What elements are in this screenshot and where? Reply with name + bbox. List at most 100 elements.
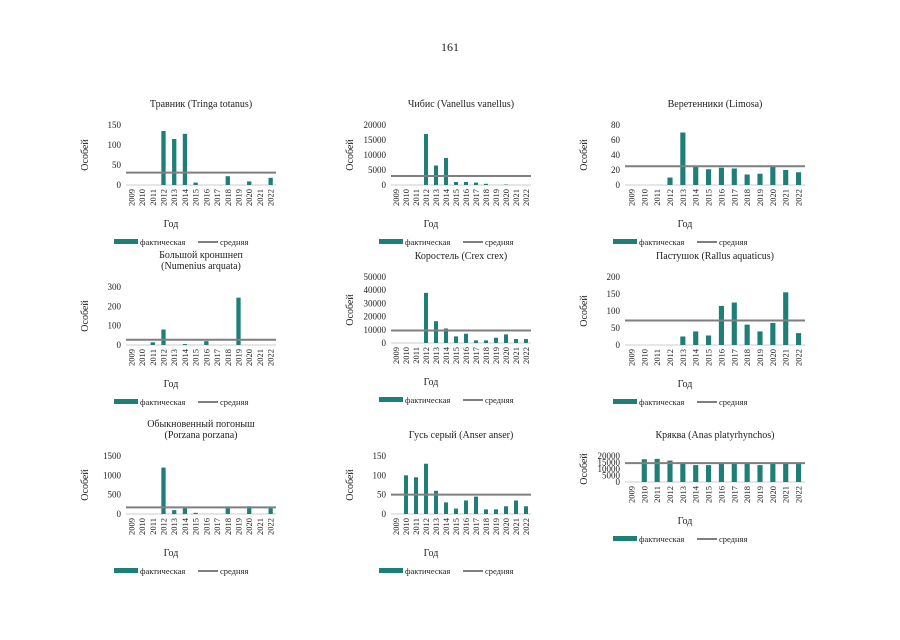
bar-2022 [524,339,528,343]
x-tick-label: 2016 [716,189,726,206]
bar-2018 [484,183,488,185]
x-tick-label: 2012 [421,518,431,535]
x-tick-label: 2019 [755,486,765,503]
x-tick-label: 2010 [137,349,147,366]
bar-2012 [424,463,428,514]
x-tick-label: 2018 [223,189,233,206]
bar-2014 [444,502,448,514]
bar-2022 [796,463,802,482]
x-tick-label: 2017 [729,189,739,206]
y-tick-label: 100 [373,470,387,480]
bar-2014 [693,331,699,345]
y-tick-label: 10000 [364,325,387,335]
x-tick-label: 2015 [451,347,461,364]
x-tick-label: 2021 [781,486,791,503]
x-tick-label: 2013 [678,189,688,206]
x-tick-label: 2020 [244,349,254,366]
legend-average-label: средняя [485,566,513,576]
bar-2015 [454,336,458,343]
bar-2017 [731,168,737,185]
bar-2015 [706,465,712,482]
x-tick-label: 2016 [201,518,211,535]
bar-2020 [770,167,776,185]
x-axis-label: Год [164,219,179,230]
chart-title: Травник (Tringa totanus) [150,99,252,110]
x-tick-label: 2022 [521,347,531,364]
x-tick-label: 2011 [652,486,662,503]
x-tick-label: 2022 [794,189,804,206]
x-tick-label: 2016 [461,347,471,364]
x-tick-label: 2009 [391,347,401,364]
bar-2019 [494,337,498,343]
x-tick-label: 2022 [794,486,804,503]
x-tick-label: 2010 [639,486,649,503]
x-tick-label: 2013 [431,189,441,206]
x-tick-label: 2012 [665,349,675,366]
legend-average-label: средняя [719,534,747,544]
bar-2016 [464,182,468,185]
x-tick-label: 2015 [191,349,201,366]
bar-2015 [706,169,712,185]
legend-actual-label: фактическая [639,397,684,407]
bar-2013 [680,463,686,482]
chart-title: Коростель (Crex crex) [415,251,508,262]
x-axis-label: Год [164,379,179,390]
chart-title: (Numenius arquata) [161,261,241,272]
bar-2014 [182,133,188,185]
bar-2010 [641,459,647,482]
y-axis-label: Особей [80,139,91,171]
y-tick-label: 40000 [364,285,387,295]
y-tick-label: 15000 [364,135,387,145]
y-tick-label: 300 [108,282,122,292]
bar-2014 [444,158,448,185]
x-tick-label: 2014 [441,346,451,364]
y-tick-label: 150 [607,289,621,299]
x-tick-label: 2012 [159,518,169,535]
x-tick-label: 2011 [411,189,421,206]
bar-2014 [693,465,699,482]
bar-2020 [770,463,776,482]
bar-2018 [744,463,750,482]
y-axis-label: Особей [345,139,356,171]
x-tick-label: 2013 [431,518,441,535]
x-tick-label: 2015 [451,518,461,535]
y-tick-label: 500 [108,490,122,500]
bar-2016 [718,305,724,345]
y-tick-label: 200 [108,301,122,311]
x-tick-label: 2017 [471,518,481,535]
bar-2014 [444,328,448,343]
x-tick-label: 2016 [461,518,471,535]
bar-2016 [464,500,468,514]
x-axis-label: Год [678,379,693,390]
x-tick-label: 2021 [255,189,265,206]
y-tick-label: 30000 [364,298,387,308]
x-tick-label: 2009 [626,486,636,503]
x-tick-label: 2013 [169,518,179,535]
x-tick-label: 2012 [159,189,169,206]
bar-2013 [680,132,686,185]
bar-2013 [680,336,686,345]
x-tick-label: 2022 [794,349,804,366]
chart-8: Кряква (Anas platyrhynchos) 0500010000150… [579,430,805,544]
bar-2019 [757,173,763,185]
y-tick-label: 100 [108,321,122,331]
x-tick-label: 2018 [742,486,752,503]
x-tick-label: 2010 [401,518,411,535]
legend-actual-label: фактическая [140,566,185,576]
y-tick-label: 1000 [103,470,122,480]
y-tick-label: 10000 [364,150,387,160]
chart-title: Кряква (Anas platyrhynchos) [655,430,774,441]
legend-actual-swatch [613,399,637,404]
legend-average-label: средняя [485,237,513,247]
y-tick-label: 50 [112,160,122,170]
y-tick-label: 150 [108,120,122,130]
x-tick-label: 2012 [665,189,675,206]
bar-2018 [484,509,488,514]
legend-actual-label: фактическая [140,397,185,407]
x-tick-label: 2016 [201,189,211,206]
x-tick-label: 2010 [639,349,649,366]
chart-4: Коростель (Crex crex) 0 10000 20000 30000 400… [345,251,531,405]
x-tick-label: 2012 [421,347,431,364]
x-tick-label: 2019 [234,189,244,206]
y-axis-label: Особей [579,139,590,171]
